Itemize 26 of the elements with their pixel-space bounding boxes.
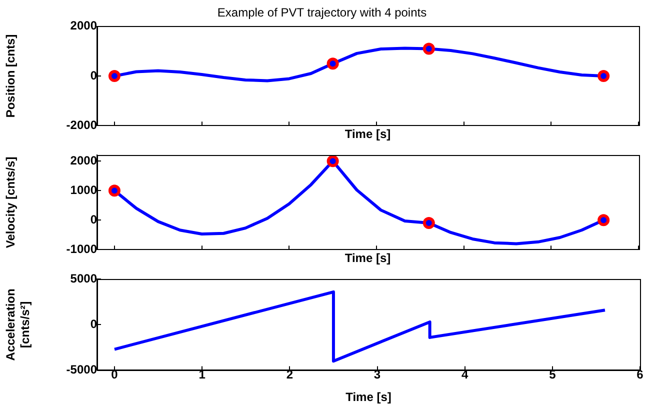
point <box>108 184 120 197</box>
point <box>326 155 339 168</box>
y-tick-label: 0 <box>90 212 98 226</box>
point <box>422 42 435 55</box>
x-axis-title: Time [s] <box>344 127 391 142</box>
y-tick-label: -1000 <box>66 242 98 256</box>
y-axis-title: Acceleration [cnts/s²] <box>4 288 32 361</box>
x-tick-label: 4 <box>461 368 468 382</box>
y-axis-title: Velocity [cnts/s] <box>4 156 18 248</box>
y-tick-label: -5000 <box>66 362 98 377</box>
y-tick-label: 0 <box>90 317 98 332</box>
y-tick-label: 2000 <box>70 153 98 168</box>
chart-title: Example of PVT trajectory with 4 points <box>217 6 427 20</box>
point <box>422 217 435 230</box>
point <box>108 70 120 82</box>
point <box>326 58 339 70</box>
point <box>598 70 610 82</box>
y-tick-label: 0 <box>90 68 98 82</box>
point <box>598 214 610 226</box>
y-tick-label: 1000 <box>70 182 98 197</box>
y-tick-label: 5000 <box>70 272 98 286</box>
x-axis-title: Time [s] <box>346 390 392 404</box>
y-axis-title: Position [cnts] <box>4 34 18 118</box>
y-tick-label: 2000 <box>70 18 98 33</box>
x-axis-title: Time [s] <box>344 251 391 266</box>
y-tick-label: -2000 <box>66 118 98 132</box>
